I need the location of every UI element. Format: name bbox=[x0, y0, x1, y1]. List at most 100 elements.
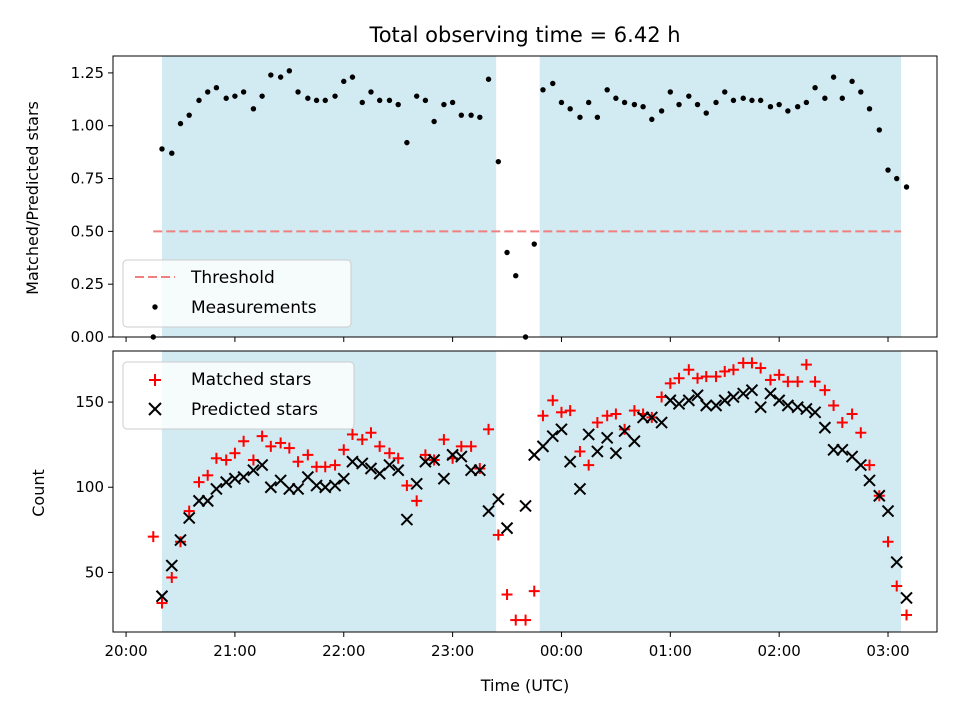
matched-star-point bbox=[256, 430, 268, 442]
predicted-star-point bbox=[237, 470, 250, 484]
matched-star-point bbox=[782, 376, 794, 388]
count-x-tick-label: 02:00 bbox=[758, 642, 801, 660]
count-y-tick-label: 150 bbox=[75, 393, 104, 411]
measurement-point bbox=[431, 118, 437, 125]
matched-star-point bbox=[465, 440, 477, 452]
count-y-ticks: 50 100 150 bbox=[75, 393, 113, 581]
measurement-point bbox=[540, 87, 546, 93]
measurement-point bbox=[413, 93, 420, 99]
matched-star-point bbox=[292, 456, 304, 468]
measurement-point bbox=[858, 89, 864, 95]
measurement-point bbox=[232, 93, 238, 99]
count-x-ticks: 20:00 21:00 22:00 23:00 00:00 01:00 02:00 03:00 bbox=[104, 632, 910, 660]
measurement-point bbox=[196, 97, 202, 104]
measurement-point bbox=[903, 184, 910, 190]
ratio-y-tick-label: 0.50 bbox=[71, 222, 104, 240]
measurement-point bbox=[621, 99, 628, 106]
predicted-star-point bbox=[672, 397, 686, 411]
matched-star-point bbox=[746, 357, 758, 369]
predicted-star-point bbox=[500, 521, 514, 535]
count-x-tick-label: 03:00 bbox=[866, 642, 909, 660]
matched-star-point bbox=[836, 417, 848, 429]
measurement-point bbox=[722, 89, 728, 95]
matched-star-point bbox=[664, 377, 676, 389]
matched-star-point bbox=[710, 371, 722, 383]
predicted-star-point bbox=[818, 421, 832, 434]
count-legend: Matched stars Predicted stars bbox=[122, 361, 355, 430]
predicted-star-point bbox=[691, 389, 704, 402]
matched-star-point bbox=[483, 423, 495, 435]
matched-star-point bbox=[528, 585, 540, 597]
measurement-point bbox=[785, 108, 791, 114]
matched-star-point bbox=[792, 376, 804, 388]
matched-star-point bbox=[265, 440, 277, 452]
matched-star-point bbox=[501, 589, 513, 601]
measurement-point bbox=[341, 78, 347, 85]
predicted-star-point bbox=[764, 387, 777, 400]
matched-star-point bbox=[901, 609, 913, 621]
matched-star-point bbox=[619, 423, 631, 435]
legend-matched-label: Matched stars bbox=[191, 370, 311, 390]
measurement-point bbox=[803, 99, 810, 106]
matched-star-point bbox=[411, 495, 423, 507]
measurement-point bbox=[359, 99, 365, 106]
count-y-tick-label: 50 bbox=[85, 563, 104, 581]
predicted-star-point bbox=[563, 455, 577, 468]
legend-predicted-label: Predicted stars bbox=[191, 400, 318, 420]
predicted-star-point bbox=[700, 399, 713, 412]
measurement-point bbox=[885, 167, 891, 173]
ratio-panel-title: Total observing time = 6.42 h bbox=[368, 23, 680, 47]
ratio-shaded-interval bbox=[539, 56, 902, 337]
predicted-star-point bbox=[328, 479, 342, 492]
measurement-point bbox=[713, 99, 719, 106]
measurement-point bbox=[585, 99, 592, 106]
measurement-point bbox=[468, 112, 474, 118]
predicted-star-point bbox=[772, 394, 786, 407]
predicted-star-point bbox=[618, 424, 631, 438]
measurement-point bbox=[422, 97, 429, 104]
predicted-star-point bbox=[519, 499, 532, 513]
legend-threshold-label: Threshold bbox=[190, 268, 275, 288]
matched-star-point bbox=[764, 374, 776, 386]
measurement-point bbox=[177, 120, 184, 127]
ratio-plot-frame bbox=[112, 55, 938, 338]
measurement-point bbox=[550, 80, 556, 87]
legend-measurements-label: Measurements bbox=[191, 298, 317, 318]
measurement-point bbox=[567, 106, 573, 112]
measurement-point bbox=[767, 104, 774, 110]
measurement-point bbox=[368, 89, 374, 95]
ratio-y-tick-label: 0.00 bbox=[71, 328, 104, 346]
matched-star-point bbox=[392, 452, 404, 464]
count-x-tick-label: 23:00 bbox=[431, 642, 474, 660]
predicted-star-point bbox=[800, 402, 813, 416]
count-x-axis-label: Time (UTC) bbox=[480, 676, 569, 695]
legend-measurements-swatch bbox=[152, 304, 158, 310]
measurement-point bbox=[667, 89, 674, 95]
predicted-star-point bbox=[182, 511, 196, 525]
predicted-star-point bbox=[455, 450, 468, 463]
matched-star-point bbox=[828, 399, 840, 411]
matched-star-point bbox=[547, 394, 559, 406]
measurement-point bbox=[485, 76, 492, 82]
predicted-star-point bbox=[873, 489, 886, 502]
predicted-star-point bbox=[482, 504, 495, 518]
matched-star-point bbox=[564, 405, 576, 417]
measurement-point bbox=[558, 99, 565, 106]
matched-star-point bbox=[383, 447, 395, 459]
matched-star-point bbox=[338, 444, 350, 456]
predicted-star-point bbox=[165, 559, 178, 572]
measurement-point bbox=[404, 139, 410, 146]
predicted-star-point bbox=[337, 472, 350, 485]
measurement-point bbox=[894, 175, 900, 182]
matched-star-point bbox=[683, 364, 695, 376]
count-x-tick-label: 01:00 bbox=[649, 642, 692, 660]
predicted-star-point bbox=[709, 399, 723, 412]
matched-star-point bbox=[656, 391, 668, 403]
predicted-star-point bbox=[291, 482, 305, 496]
ratio-y-ticks: 0.00 0.25 0.50 0.75 1.00 1.25 bbox=[71, 64, 113, 346]
count-y-tick-label: 100 bbox=[75, 478, 104, 496]
matched-star-point bbox=[174, 536, 186, 548]
count-legend-box bbox=[122, 361, 355, 430]
ratio-y-tick-label: 0.75 bbox=[71, 170, 104, 188]
matched-star-point bbox=[700, 371, 712, 383]
